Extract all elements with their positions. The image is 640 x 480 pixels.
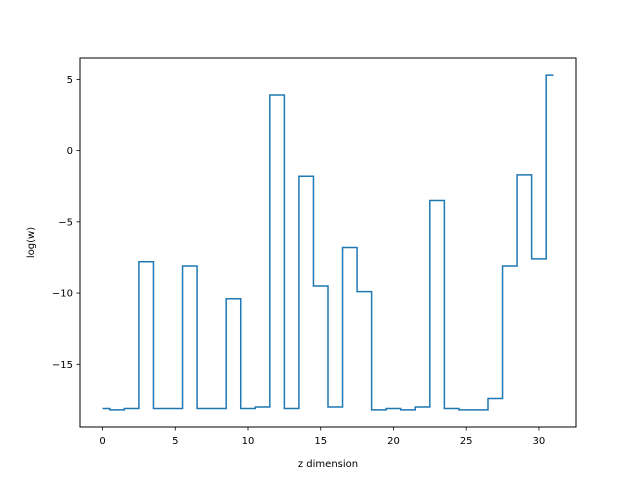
y-axis-label: log(w) [26,227,37,258]
x-tick-label: 20 [387,436,400,447]
series-layer [102,74,554,411]
x-tick-label: 5 [172,436,178,447]
y-axis-ticks: 5 0 −5 −10 −15 [52,75,80,371]
x-axis-ticks: 0 5 10 15 20 25 30 [99,427,545,447]
y-tick-label: 5 [67,75,73,86]
y-tick-label: −5 [58,217,73,228]
x-tick-label: 15 [314,436,327,447]
x-axis-label: z dimension [298,459,358,470]
y-tick-label: −15 [52,360,73,371]
plot-frame [79,57,577,428]
x-tick-label: 10 [242,436,255,447]
x-tick-label: 0 [99,436,105,447]
y-tick-label: −10 [52,289,73,300]
axes-layer [79,57,577,428]
series-line-0 [102,74,554,411]
x-tick-label: 25 [460,436,473,447]
y-tick-label: 0 [67,146,73,157]
x-tick-label: 30 [533,436,546,447]
